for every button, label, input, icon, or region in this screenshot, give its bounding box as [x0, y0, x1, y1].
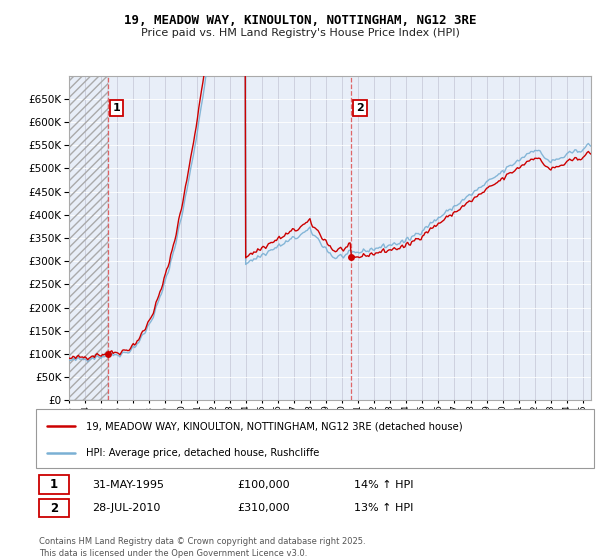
Text: HPI: Average price, detached house, Rushcliffe: HPI: Average price, detached house, Rush…: [86, 448, 320, 458]
Text: 2: 2: [50, 502, 58, 515]
Text: 1: 1: [50, 478, 58, 491]
Text: 13% ↑ HPI: 13% ↑ HPI: [354, 503, 413, 513]
FancyBboxPatch shape: [36, 409, 594, 468]
FancyBboxPatch shape: [39, 498, 70, 517]
Text: 28-JUL-2010: 28-JUL-2010: [92, 503, 160, 513]
Text: £310,000: £310,000: [237, 503, 290, 513]
Text: 1: 1: [113, 103, 120, 113]
Bar: [69, 76, 108, 400]
Text: 2: 2: [356, 103, 364, 113]
Text: 19, MEADOW WAY, KINOULTON, NOTTINGHAM, NG12 3RE: 19, MEADOW WAY, KINOULTON, NOTTINGHAM, N…: [124, 14, 476, 27]
FancyBboxPatch shape: [39, 475, 70, 494]
Text: 31-MAY-1995: 31-MAY-1995: [92, 479, 164, 489]
Text: 19, MEADOW WAY, KINOULTON, NOTTINGHAM, NG12 3RE (detached house): 19, MEADOW WAY, KINOULTON, NOTTINGHAM, N…: [86, 422, 463, 431]
Text: Price paid vs. HM Land Registry's House Price Index (HPI): Price paid vs. HM Land Registry's House …: [140, 28, 460, 38]
Text: £100,000: £100,000: [237, 479, 290, 489]
Text: Contains HM Land Registry data © Crown copyright and database right 2025.
This d: Contains HM Land Registry data © Crown c…: [39, 537, 365, 558]
Text: 14% ↑ HPI: 14% ↑ HPI: [354, 479, 413, 489]
